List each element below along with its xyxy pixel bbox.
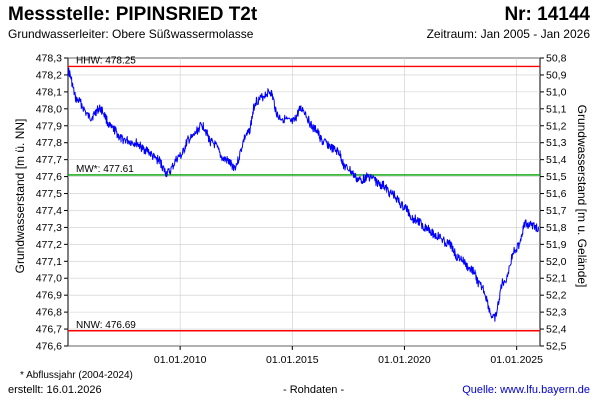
raw-data-note: - Rohdaten - (283, 384, 345, 396)
footnote: * Abflussjahr (2004-2024) (20, 370, 133, 381)
y-tick-label: 477,0 (36, 273, 62, 285)
y-tick-label: 476,8 (36, 307, 62, 319)
y2-tick-label: 51,6 (546, 188, 567, 200)
y-tick-label: 477,3 (36, 222, 62, 234)
y2-tick-label: 52,4 (546, 324, 567, 336)
reference-lines: HHW: 478.25 MW*: 477.61 NNW: 476.69 (68, 55, 540, 332)
y-tick-label: 477,8 (36, 137, 62, 149)
series-layer (67, 67, 540, 322)
y-tick-label: 478,0 (36, 103, 62, 115)
reference-label: HHW: 478.25 (76, 55, 136, 66)
y-tick-label: 476,7 (36, 324, 62, 336)
y-tick-label: 477,5 (36, 188, 62, 200)
x-tick-label: 01.01.2025 (490, 354, 543, 366)
y-tick-label: 477,9 (36, 120, 62, 132)
page-title: Messstelle: PIPINSRIED T2t (8, 4, 258, 25)
period-label: Zeitraum: Jan 2005 - Jan 2026 (426, 27, 590, 41)
y2-tick-label: 51,5 (546, 171, 567, 183)
reference-label: NNW: 476.69 (76, 320, 136, 331)
y2-tick-label: 51,1 (546, 103, 567, 115)
y2-tick-label: 51,2 (546, 120, 567, 132)
plot-frame (67, 57, 541, 347)
y2-tick-label: 51,8 (546, 222, 567, 234)
y2-tick-label: 51,7 (546, 205, 567, 217)
aquifer-label: Grundwasserleiter: Obere Süßwassermolass… (8, 27, 254, 41)
y-tick-label: 477,1 (36, 256, 62, 268)
x-axis: 01.01.2010 01.01.2015 01.01.2020 01.01.2025 (154, 346, 543, 366)
station-number: Nr: 14144 (504, 4, 590, 25)
y-tick-label: 477,6 (36, 171, 62, 183)
y2-tick-label: 51,3 (546, 137, 567, 149)
y2-tick-label: 52,3 (546, 307, 567, 319)
y2-tick-label: 52,0 (546, 256, 567, 268)
y-axis-label: Grundwasserstand [m ü. NN] (13, 119, 27, 274)
y2-tick-label: 52,2 (546, 290, 567, 302)
y-tick-label: 476,9 (36, 290, 62, 302)
y-tick-label: 478,2 (36, 69, 62, 81)
y2-axis-label: Grundwasserstand [m u. Gelände] (575, 105, 589, 288)
source-link[interactable]: Quelle: www.lfu.bayern.de (462, 384, 590, 396)
y2-tick-label: 52,5 (546, 341, 567, 353)
y-tick-label: 476,6 (36, 341, 62, 353)
series-line-groundwater (67, 67, 540, 322)
y-tick-label: 478,1 (36, 86, 62, 98)
y-tick-label: 477,2 (36, 239, 62, 251)
created-date: erstellt: 16.01.2026 (8, 384, 102, 396)
reference-label: MW*: 477.61 (76, 164, 134, 175)
y-tick-label: 477,7 (36, 154, 62, 166)
y2-tick-label: 50,9 (546, 69, 567, 81)
y-tick-label: 477,4 (36, 205, 62, 217)
x-tick-label: 01.01.2010 (154, 354, 207, 366)
y2-tick-label: 51,9 (546, 239, 567, 251)
y-axis-right: 50,8 50,9 51,0 51,1 51,2 51,3 51,4 51,5 51,6 51,7… (540, 53, 567, 353)
y2-tick-label: 52,1 (546, 273, 567, 285)
x-tick-label: 01.01.2015 (266, 354, 319, 366)
y2-tick-label: 51,0 (546, 86, 567, 98)
y2-tick-label: 51,4 (546, 154, 567, 166)
y-tick-label: 478,3 (36, 53, 62, 65)
y-axis-left: 478,3 478,2 478,1 478,0 477,9 477,8 477,7 477,6… (36, 53, 68, 353)
x-tick-label: 01.01.2020 (378, 354, 431, 366)
y2-tick-label: 50,8 (546, 53, 567, 65)
